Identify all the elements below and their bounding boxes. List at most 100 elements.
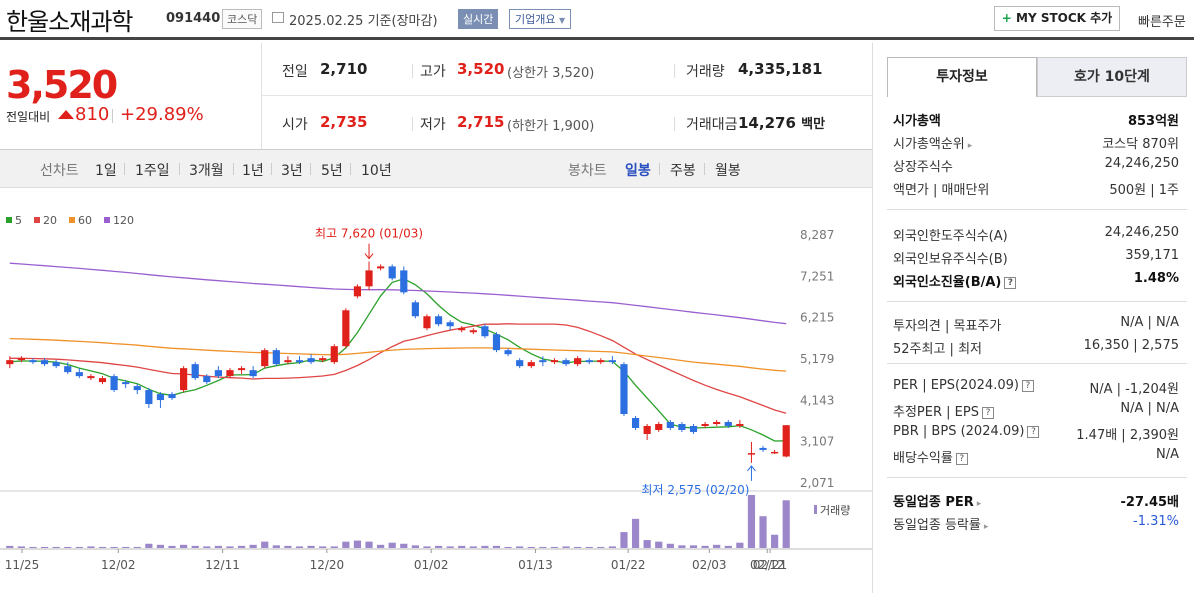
mystock-add-button[interactable]: + MY STOCK 추가 — [994, 6, 1120, 31]
info-row: PBR | BPS (2024.09)? 1.47배 | 2,390원 — [893, 422, 1181, 444]
candle-body — [377, 266, 385, 269]
low-label: 저가 — [420, 117, 446, 133]
caret-right-icon[interactable]: ▸ — [983, 522, 989, 532]
volume-bar — [504, 546, 512, 548]
x-tick-label: 11/25 — [5, 558, 40, 572]
x-tick-label: 12/20 — [310, 558, 345, 572]
quick-order-link[interactable]: 빠른주문 — [1138, 15, 1186, 30]
divider — [112, 109, 113, 123]
info-row-label: PBR | BPS (2024.09)? — [893, 424, 1040, 439]
info-row-label: 외국인보유주식수(B) — [893, 252, 1008, 267]
info-row-value: 853억원 — [1127, 114, 1179, 129]
ma60-line — [9, 337, 787, 372]
volume-bar — [191, 545, 199, 548]
legend-label: 20 — [43, 214, 57, 227]
open-value: 2,735 — [320, 113, 368, 131]
help-icon[interactable]: ? — [1004, 277, 1017, 289]
tab-orderbook-10[interactable]: 호가 10단계 — [1037, 57, 1187, 97]
candlestick-chart-svg: 8,287 7,251 6,215 5,179 4,143 3,107 2,071 11/25… — [0, 214, 872, 572]
help-icon[interactable]: ? — [1027, 426, 1040, 438]
x-tick-label: 12/11 — [205, 558, 240, 572]
info-row-value: 1.48% — [1133, 271, 1179, 286]
market-badge: 코스닥 — [222, 9, 263, 29]
candle-body — [156, 394, 165, 401]
company-overview-dropdown[interactable]: 기업개요 ▼ — [509, 9, 572, 29]
volume-bar — [75, 546, 83, 548]
volume-label: 거래량 — [686, 64, 725, 80]
volume-bar — [307, 545, 315, 548]
candle-monthly[interactable]: 월봉 — [715, 163, 741, 179]
period-5y[interactable]: 5년 — [321, 163, 343, 179]
low-annotation: 최저 2,575 (02/20) — [641, 483, 749, 497]
info-row-label: 동일업종 등락률 ▸ — [893, 518, 989, 533]
volume-bar — [527, 546, 535, 548]
help-icon[interactable]: ? — [1021, 380, 1034, 392]
period-1d[interactable]: 1일 — [95, 163, 117, 179]
candle-body — [643, 425, 651, 434]
volume-bar — [620, 532, 628, 548]
candle-body — [701, 423, 709, 426]
caret-right-icon[interactable]: ▸ — [976, 499, 982, 509]
volume-bar — [434, 545, 443, 548]
stock-code: 091440 — [166, 11, 221, 26]
period-1w[interactable]: 1주일 — [135, 163, 170, 179]
volume-bar — [52, 546, 60, 548]
info-row: 외국인한도주식수(A) 24,246,250 — [893, 223, 1181, 245]
candle-body — [87, 376, 95, 379]
volume-label: 거래량 — [820, 504, 850, 517]
volume-bar — [759, 516, 767, 548]
y-tick-label: 7,251 — [800, 269, 834, 283]
period-3m[interactable]: 3개월 — [189, 163, 224, 179]
candle-body — [17, 358, 25, 361]
info-row: 외국인보유주식수(B) 359,171 — [893, 246, 1181, 268]
stock-header: 한울소재과학 091440 코스닥 2025.02.25 기준(장마감) 실시간… — [0, 0, 1194, 40]
info-row-label: 52주최고 | 최저 — [893, 342, 982, 357]
volume-bar — [319, 546, 327, 548]
candle-body — [539, 360, 547, 363]
legend-swatch — [69, 217, 75, 223]
info-row-label: 상장주식수 — [893, 160, 953, 175]
help-icon[interactable]: ? — [981, 407, 994, 419]
volume-bar — [481, 545, 489, 548]
candle-body — [550, 360, 559, 363]
info-row-label: 배당수익률? — [893, 447, 968, 466]
help-icon[interactable]: ? — [955, 453, 968, 465]
info-row-label: 투자의견 | 목표주가 — [893, 319, 1002, 334]
prev-close-label: 전일 — [282, 64, 308, 80]
period-10y[interactable]: 10년 — [361, 163, 392, 179]
candle-body — [666, 421, 674, 428]
calendar-icon — [272, 12, 284, 23]
volume-bar — [377, 544, 385, 548]
realtime-button[interactable]: 실시간 — [458, 9, 499, 29]
candle-weekly[interactable]: 주봉 — [670, 163, 696, 179]
info-row: 시가총액 853억원 — [893, 108, 1181, 130]
candle-daily[interactable]: 일봉 — [625, 163, 651, 179]
period-3y[interactable]: 3년 — [281, 163, 303, 179]
caret-right-icon[interactable]: ▸ — [967, 141, 973, 151]
plus-icon: + — [1001, 11, 1012, 25]
info-row-value: 24,246,250 — [1104, 225, 1179, 240]
y-tick-label: 4,143 — [800, 393, 834, 407]
x-tick-label: 02/03 — [692, 558, 727, 572]
volume-bar — [585, 546, 593, 548]
high-annotation: 최고 7,620 (01/03) — [315, 227, 423, 241]
ma20-line — [9, 323, 787, 414]
period-1y[interactable]: 1년 — [242, 163, 264, 179]
candle-body — [237, 368, 246, 371]
y-tick-label: 3,107 — [800, 435, 834, 449]
price-chart[interactable]: 8,287 7,251 6,215 5,179 4,143 3,107 2,071 11/25… — [0, 189, 872, 593]
volume-bar — [145, 543, 153, 548]
candle-body — [191, 364, 199, 379]
info-row-label: 시가총액순위 ▸ — [893, 137, 973, 152]
down-arrow-icon — [364, 253, 374, 260]
candle-body — [319, 358, 327, 361]
candle-body — [736, 423, 744, 426]
candle-body — [342, 310, 350, 347]
info-row-value: 500원 | 1주 — [1109, 183, 1179, 198]
volume-bar — [365, 541, 373, 548]
info-row-value: 코스닥 870위 — [1102, 137, 1179, 152]
candle-body — [272, 350, 280, 365]
tab-investment-info[interactable]: 투자정보 — [887, 57, 1037, 97]
volume-bar — [411, 545, 419, 548]
